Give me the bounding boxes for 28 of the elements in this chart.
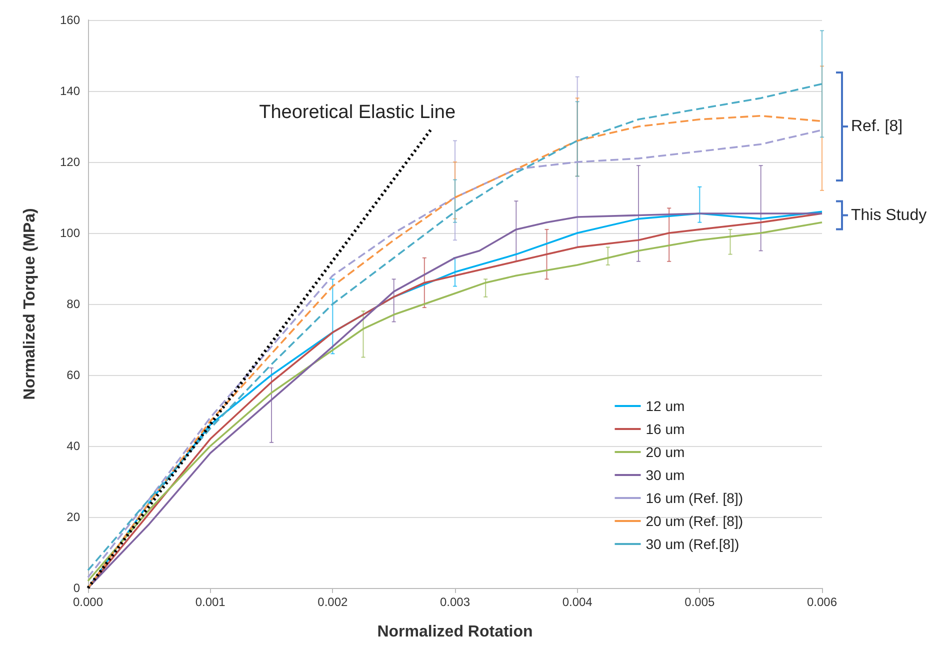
y-tick-label: 100 bbox=[60, 226, 80, 240]
x-tick-label: 0.001 bbox=[195, 595, 226, 609]
y-tick-label: 20 bbox=[66, 510, 80, 524]
y-tick-label: 80 bbox=[66, 297, 80, 311]
x-axis-title: Normalized Rotation bbox=[377, 624, 533, 640]
legend-label: 16 um (Ref. [8]) bbox=[646, 490, 744, 506]
legend-label: 30 um bbox=[646, 467, 685, 483]
x-tick-label: 0.002 bbox=[318, 595, 348, 609]
annotation: Ref. [8] bbox=[851, 118, 903, 135]
legend-label: 12 um bbox=[646, 398, 685, 414]
y-axis-title: Normalized Torque (MPa) bbox=[22, 208, 38, 400]
legend-label: 20 um bbox=[646, 444, 685, 460]
x-tick-label: 0.006 bbox=[806, 595, 838, 609]
series-label: Theoretical Elastic Line bbox=[259, 102, 456, 124]
annotation: This Study bbox=[851, 206, 927, 224]
legend-label: 16 um bbox=[646, 421, 685, 437]
x-tick-label: 0.005 bbox=[684, 595, 716, 609]
x-tick-label: 0.003 bbox=[440, 595, 470, 609]
x-tick-label: 0.000 bbox=[72, 595, 104, 609]
y-tick-label: 120 bbox=[60, 155, 80, 169]
legend-label: 20 um (Ref. [8]) bbox=[646, 513, 744, 529]
y-tick-label: 40 bbox=[66, 439, 80, 453]
y-tick-label: 0 bbox=[73, 581, 80, 595]
y-tick-label: 140 bbox=[60, 84, 80, 98]
x-tick-label: 0.004 bbox=[562, 595, 593, 609]
y-tick-label: 160 bbox=[60, 13, 80, 27]
y-tick-label: 60 bbox=[66, 368, 80, 382]
legend-label: 30 um (Ref.[8]) bbox=[646, 536, 740, 552]
